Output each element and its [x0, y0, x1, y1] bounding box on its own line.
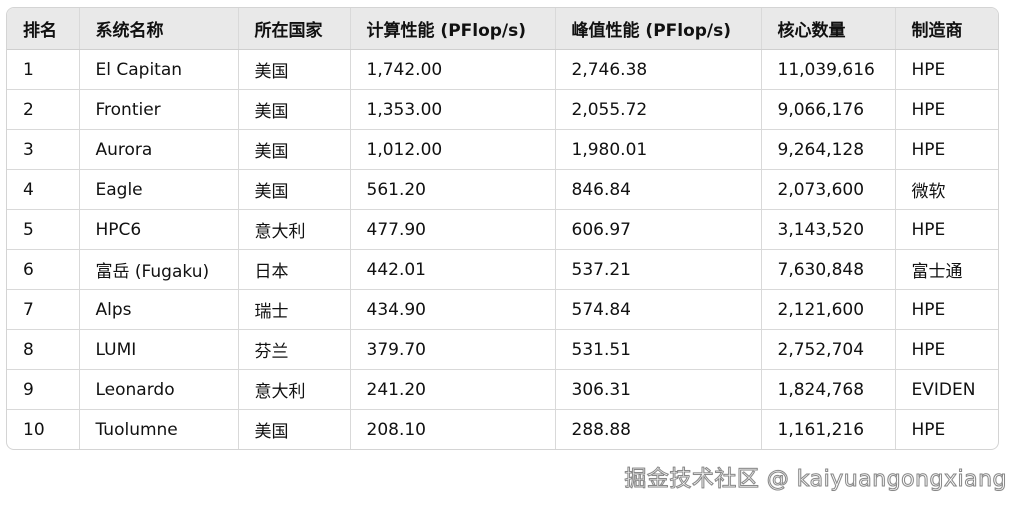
table-cell: 2,055.72 [555, 89, 762, 130]
column-header: 计算性能 (PFlop/s) [350, 8, 556, 50]
table-cell: 7 [7, 289, 80, 330]
table-cell: Aurora [79, 129, 239, 170]
table-cell: 9 [7, 369, 80, 410]
table-cell: 富士通 [895, 249, 998, 290]
table-cell: 531.51 [555, 329, 762, 370]
table-row: 7 Alps 瑞士 434.90 574.84 2,121,600 HPE [7, 289, 998, 330]
table-cell: 3,143,520 [761, 209, 896, 250]
table-cell: 微软 [895, 169, 998, 210]
table-cell: 3 [7, 129, 80, 170]
table-cell: 意大利 [238, 209, 351, 250]
table-row: 6 富岳 (Fugaku) 日本 442.01 537.21 7,630,848 富士通 [7, 249, 998, 290]
table-cell: 606.97 [555, 209, 762, 250]
table-cell: 561.20 [350, 169, 556, 210]
table-cell: 1,012.00 [350, 129, 556, 170]
table-cell: 2,752,704 [761, 329, 896, 370]
table-cell: 美国 [238, 169, 351, 210]
column-header: 排名 [7, 8, 80, 50]
table-row: 9 Leonardo 意大利 241.20 306.31 1,824,768 EVIDEN [7, 369, 998, 410]
table-cell: HPE [895, 89, 998, 130]
table-header-row: 排名 系统名称 所在国家 计算性能 (PFlop/s) 峰值性能 (PFlop/s) 核心… [7, 8, 998, 50]
table-cell: 241.20 [350, 369, 556, 410]
table-cell: 2 [7, 89, 80, 130]
table-cell: 2,746.38 [555, 49, 762, 90]
table-cell: 11,039,616 [761, 49, 896, 90]
table-cell: 瑞士 [238, 289, 351, 330]
table-cell: 日本 [238, 249, 351, 290]
table-cell: 1,353.00 [350, 89, 556, 130]
table-cell: 美国 [238, 409, 351, 449]
table-cell: 1,161,216 [761, 409, 896, 449]
table-cell: Leonardo [79, 369, 239, 410]
column-header: 所在国家 [238, 8, 351, 50]
table-cell: 1,980.01 [555, 129, 762, 170]
table-cell: 1,824,768 [761, 369, 896, 410]
table-cell: 意大利 [238, 369, 351, 410]
table-cell: HPE [895, 289, 998, 330]
supercomputer-table: 排名 系统名称 所在国家 计算性能 (PFlop/s) 峰值性能 (PFlop/s) 核心… [7, 8, 998, 449]
table-cell: 美国 [238, 49, 351, 90]
table-cell: 537.21 [555, 249, 762, 290]
column-header: 峰值性能 (PFlop/s) [555, 8, 762, 50]
table-cell: 芬兰 [238, 329, 351, 370]
table-cell: HPE [895, 209, 998, 250]
table-cell: 9,264,128 [761, 129, 896, 170]
column-header: 系统名称 [79, 8, 239, 50]
table-cell: 美国 [238, 129, 351, 170]
table-cell: 10 [7, 409, 80, 449]
table-cell: 8 [7, 329, 80, 370]
table-row: 1 El Capitan 美国 1,742.00 2,746.38 11,039,616 H… [7, 49, 998, 90]
table-cell: EVIDEN [895, 369, 998, 410]
table-cell: 846.84 [555, 169, 762, 210]
table-cell: HPE [895, 49, 998, 90]
table-cell: 379.70 [350, 329, 556, 370]
table-cell: 1 [7, 49, 80, 90]
table-cell: 477.90 [350, 209, 556, 250]
table-cell: 5 [7, 209, 80, 250]
supercomputer-table-container: 排名 系统名称 所在国家 计算性能 (PFlop/s) 峰值性能 (PFlop/s) 核心… [6, 7, 999, 450]
table-cell: Alps [79, 289, 239, 330]
table-cell: 6 [7, 249, 80, 290]
table-cell: Eagle [79, 169, 239, 210]
table-cell: 美国 [238, 89, 351, 130]
table-cell: 4 [7, 169, 80, 210]
table-cell: LUMI [79, 329, 239, 370]
table-cell: 574.84 [555, 289, 762, 330]
column-header: 制造商 [895, 8, 998, 50]
table-row: 5 HPC6 意大利 477.90 606.97 3,143,520 HPE [7, 209, 998, 250]
table-cell: 2,121,600 [761, 289, 896, 330]
table-cell: 富岳 (Fugaku) [79, 249, 239, 290]
table-cell: 7,630,848 [761, 249, 896, 290]
table-cell: HPE [895, 329, 998, 370]
column-header: 核心数量 [761, 8, 896, 50]
table-cell: 442.01 [350, 249, 556, 290]
table-cell: 306.31 [555, 369, 762, 410]
table-cell: HPE [911, 419, 946, 440]
table-cell: 288.88 [555, 409, 762, 449]
table-row: 8 LUMI 芬兰 379.70 531.51 2,752,704 HPE [7, 329, 998, 370]
table-row: 4 Eagle 美国 561.20 846.84 2,073,600 微软 [7, 169, 998, 210]
table-cell: HPC6 [79, 209, 239, 250]
table-cell: El Capitan [79, 49, 239, 90]
table-row: 3 Aurora 美国 1,012.00 1,980.01 9,264,128 HPE [7, 129, 998, 170]
table-cell: HPE [895, 129, 998, 170]
table-cell: 434.90 [350, 289, 556, 330]
table-cell: Frontier [79, 89, 239, 130]
table-row: 2 Frontier 美国 1,353.00 2,055.72 9,066,176 HPE [7, 89, 998, 130]
table-cell: 1,742.00 [350, 49, 556, 90]
table-row: 10 Tuolumne 美国 208.10 288.88 1,161,216 HPE [7, 409, 998, 449]
table-cell: 208.10 [350, 409, 556, 449]
table-cell: 9,066,176 [761, 89, 896, 130]
watermark: 掘金技术社区 @ kaiyuangongxiang [624, 467, 1007, 493]
table-cell: Tuolumne [79, 409, 239, 449]
table-cell: 2,073,600 [761, 169, 896, 210]
